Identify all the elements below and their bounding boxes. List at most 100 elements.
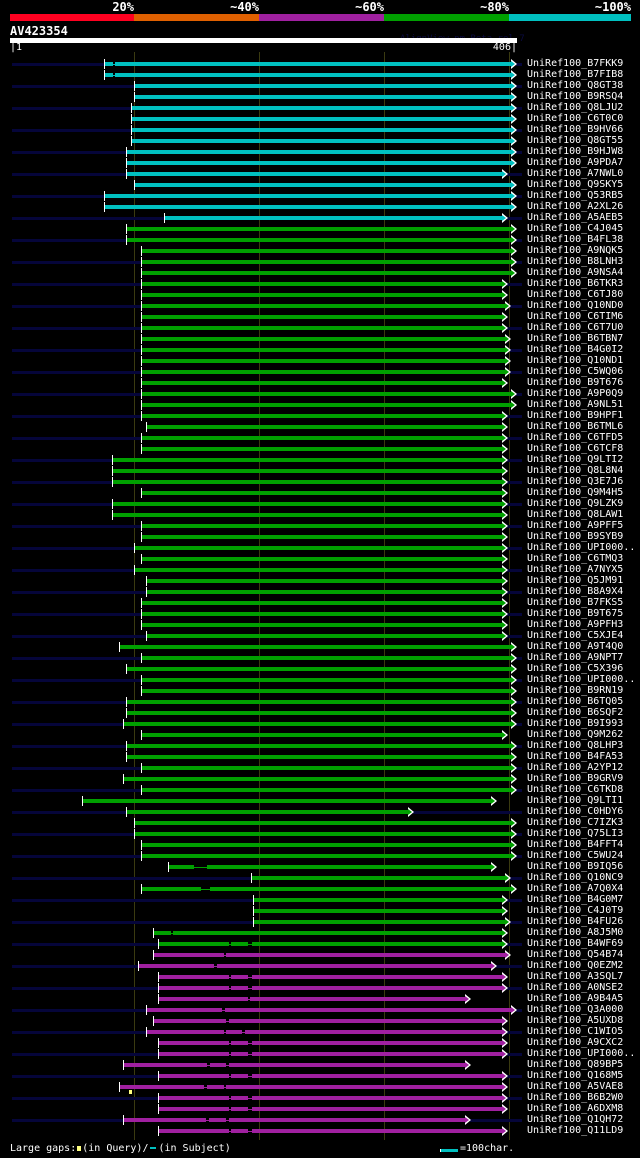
hit-label[interactable]: UniRef100_B9IQ56: [527, 861, 624, 872]
alignment-bar[interactable]: [141, 403, 512, 407]
hit-label[interactable]: UniRef100_A9PDA7: [527, 157, 624, 168]
alignment-bar[interactable]: [126, 755, 512, 759]
alignment-bar[interactable]: [141, 601, 504, 605]
alignment-bar[interactable]: [141, 392, 512, 396]
alignment-bar[interactable]: [141, 381, 504, 385]
hit-label[interactable]: UniRef100_Q9LTI1: [527, 795, 624, 806]
alignment-bar[interactable]: [81, 799, 493, 803]
alignment-bar[interactable]: [111, 513, 504, 517]
hit-label[interactable]: UniRef100_C6TKD8: [527, 784, 624, 795]
hit-label[interactable]: UniRef100_C6TFD5: [527, 432, 624, 443]
hit-label[interactable]: UniRef100_A9NL51: [527, 399, 624, 410]
alignment-bar[interactable]: [152, 1019, 227, 1023]
alignment-bar[interactable]: [252, 975, 504, 979]
hit-label[interactable]: UniRef100_UPI000..: [527, 542, 636, 553]
alignment-bar[interactable]: [141, 315, 504, 319]
hit-label[interactable]: UniRef100_C6T0C0: [527, 113, 624, 124]
alignment-bar[interactable]: [111, 502, 504, 506]
hit-label[interactable]: UniRef100_B4G0M7: [527, 894, 624, 905]
hit-label[interactable]: UniRef100_Q9M4H5: [527, 487, 624, 498]
alignment-bar[interactable]: [126, 810, 409, 814]
hit-label[interactable]: UniRef100_Q10NC9: [527, 872, 624, 883]
alignment-bar[interactable]: [141, 623, 504, 627]
hit-label[interactable]: UniRef100_B9T676: [527, 377, 624, 388]
hit-label[interactable]: UniRef100_B9HPF1: [527, 410, 624, 421]
hit-label[interactable]: UniRef100_A7NYX5: [527, 564, 624, 575]
alignment-bar[interactable]: [157, 1041, 229, 1045]
hit-label[interactable]: UniRef100_A5VAE8: [527, 1081, 624, 1092]
alignment-bar[interactable]: [141, 733, 504, 737]
alignment-bar[interactable]: [141, 414, 504, 418]
hit-label[interactable]: UniRef100_C7IZK3: [527, 817, 624, 828]
hit-label[interactable]: UniRef100_B4WF69: [527, 938, 624, 949]
alignment-bar[interactable]: [141, 337, 506, 341]
hit-label[interactable]: UniRef100_A9P0Q9: [527, 388, 624, 399]
alignment-bar[interactable]: [231, 975, 249, 979]
hit-label[interactable]: UniRef100_Q8GT55: [527, 135, 624, 146]
hit-label[interactable]: UniRef100_B4FL38: [527, 234, 624, 245]
alignment-bar[interactable]: [141, 887, 202, 891]
hit-label[interactable]: UniRef100_B6TBN7: [527, 333, 624, 344]
alignment-bar[interactable]: [126, 172, 504, 176]
alignment-bar[interactable]: [252, 1041, 504, 1045]
alignment-bar[interactable]: [141, 359, 506, 363]
alignment-bar[interactable]: [231, 1107, 249, 1111]
hit-label[interactable]: UniRef100_C6T7U0: [527, 322, 624, 333]
alignment-bar[interactable]: [146, 1030, 224, 1034]
alignment-bar[interactable]: [126, 667, 512, 671]
hit-label[interactable]: UniRef100_A9NSA4: [527, 267, 624, 278]
alignment-bar[interactable]: [141, 326, 504, 330]
hit-label[interactable]: UniRef100_Q10ND0: [527, 300, 624, 311]
alignment-bar[interactable]: [231, 1074, 249, 1078]
alignment-bar[interactable]: [146, 590, 504, 594]
alignment-bar[interactable]: [157, 997, 249, 1001]
alignment-bar[interactable]: [167, 865, 194, 869]
alignment-bar[interactable]: [146, 579, 504, 583]
hit-label[interactable]: UniRef100_Q8LJU2: [527, 102, 624, 113]
hit-label[interactable]: UniRef100_C1WIO5: [527, 1026, 624, 1037]
alignment-bar[interactable]: [141, 304, 506, 308]
hit-label[interactable]: UniRef100_Q9SKY5: [527, 179, 624, 190]
alignment-bar[interactable]: [157, 1107, 229, 1111]
alignment-bar[interactable]: [217, 964, 493, 968]
alignment-bar[interactable]: [115, 73, 512, 77]
hit-label[interactable]: UniRef100_Q53RB5: [527, 190, 624, 201]
hit-label[interactable]: UniRef100_C5WQ06: [527, 366, 624, 377]
alignment-bar[interactable]: [157, 986, 229, 990]
hit-label[interactable]: UniRef100_B9GRV9: [527, 773, 624, 784]
hit-label[interactable]: UniRef100_Q0EZM2: [527, 960, 624, 971]
alignment-bar[interactable]: [252, 942, 504, 946]
alignment-bar[interactable]: [122, 722, 512, 726]
alignment-bar[interactable]: [133, 84, 512, 88]
alignment-bar[interactable]: [250, 876, 506, 880]
hit-label[interactable]: UniRef100_Q3A000: [527, 1004, 624, 1015]
alignment-bar[interactable]: [141, 293, 504, 297]
alignment-bar[interactable]: [141, 766, 512, 770]
alignment-bar[interactable]: [141, 656, 512, 660]
alignment-bar[interactable]: [104, 73, 113, 77]
hit-label[interactable]: UniRef100_B6B2W0: [527, 1092, 624, 1103]
alignment-bar[interactable]: [141, 491, 504, 495]
alignment-bar[interactable]: [146, 634, 504, 638]
alignment-bar[interactable]: [141, 524, 504, 528]
alignment-bar[interactable]: [104, 205, 512, 209]
alignment-bar[interactable]: [208, 1118, 227, 1122]
alignment-bar[interactable]: [111, 480, 504, 484]
hit-label[interactable]: UniRef100_A5UXD8: [527, 1015, 624, 1026]
alignment-bar[interactable]: [253, 909, 504, 913]
alignment-bar[interactable]: [141, 854, 512, 858]
alignment-bar[interactable]: [141, 788, 512, 792]
alignment-bar[interactable]: [141, 843, 512, 847]
hit-label[interactable]: UniRef100_C5XJE4: [527, 630, 624, 641]
alignment-bar[interactable]: [244, 1030, 504, 1034]
alignment-bar[interactable]: [226, 1085, 504, 1089]
alignment-bar[interactable]: [226, 1030, 243, 1034]
hit-label[interactable]: UniRef100_B8A9X4: [527, 586, 624, 597]
alignment-bar[interactable]: [126, 238, 512, 242]
alignment-bar[interactable]: [141, 447, 504, 451]
hit-label[interactable]: UniRef100_A9NQK5: [527, 245, 624, 256]
hit-label[interactable]: UniRef100_A9T4Q0: [527, 641, 624, 652]
hit-label[interactable]: UniRef100_A9B4A5: [527, 993, 624, 1004]
hit-label[interactable]: UniRef100_Q1QH72: [527, 1114, 624, 1125]
hit-label[interactable]: UniRef100_C6TMQ3: [527, 553, 624, 564]
